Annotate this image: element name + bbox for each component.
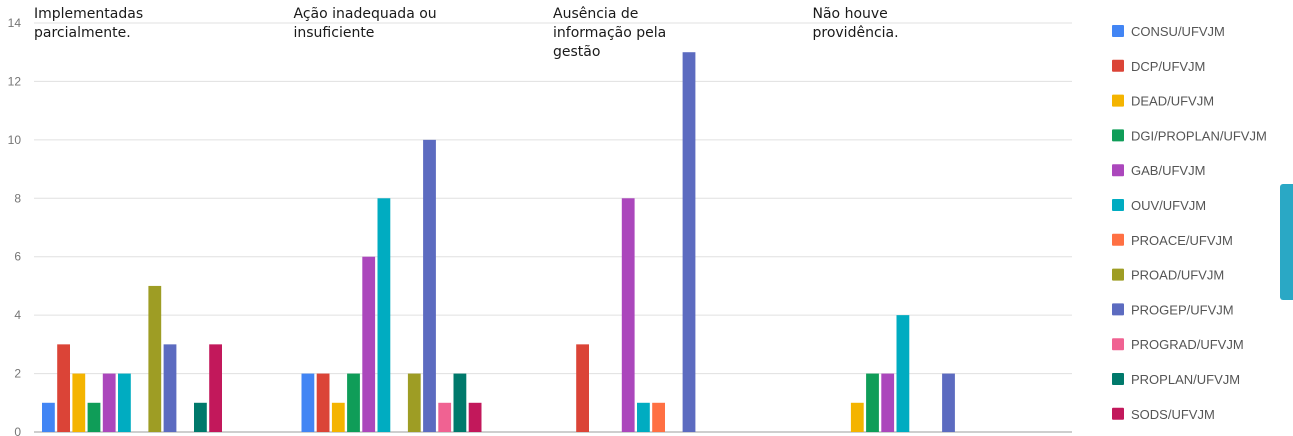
bar — [87, 402, 101, 432]
bar — [118, 373, 131, 432]
legend-label: PROAD/UFVJM — [1131, 268, 1224, 283]
bar — [347, 373, 360, 432]
legend-label: SODS/UFVJM — [1131, 407, 1215, 422]
bar — [362, 256, 376, 432]
bar — [407, 373, 421, 432]
legend-item[interactable]: OUV/UFVJM — [1112, 198, 1206, 213]
bar — [637, 402, 650, 432]
category-label: Ausência de informação pela gestão — [553, 6, 666, 60]
legend-item[interactable]: PROGEP/UFVJM — [1112, 302, 1234, 317]
bar — [423, 139, 436, 432]
legend-item[interactable]: DEAD/UFVJM — [1112, 94, 1214, 109]
bar — [42, 402, 55, 432]
bar — [453, 373, 467, 432]
bar — [102, 373, 116, 432]
y-axis-ticks: 0 2 4 6 8 10 12 14 — [8, 16, 22, 436]
bar — [194, 402, 207, 432]
legend-swatch — [1112, 373, 1124, 385]
legend-swatch — [1112, 233, 1124, 246]
legend-item[interactable]: PROGRAD/UFVJM — [1112, 337, 1244, 352]
bar — [377, 198, 391, 432]
y-tick-label: 0 — [14, 425, 21, 436]
bar — [331, 402, 345, 432]
legend-label: PROGEP/UFVJM — [1131, 302, 1234, 317]
bar — [652, 402, 665, 432]
legend-item[interactable]: PROAD/UFVJM — [1112, 268, 1224, 283]
legend-swatch — [1112, 164, 1124, 177]
legend-swatch — [1112, 94, 1124, 107]
legend-label: GAB/UFVJM — [1131, 163, 1205, 178]
y-tick-label: 4 — [14, 308, 21, 322]
legend-item[interactable]: SODS/UFVJM — [1112, 407, 1215, 422]
legend-swatch — [1112, 338, 1124, 351]
bar — [209, 344, 222, 432]
legend-label: DCP/UFVJM — [1131, 59, 1205, 74]
category-label: Não houve providência. — [813, 6, 899, 41]
legend-item[interactable]: DGI/PROPLAN/UFVJM — [1112, 128, 1267, 143]
legend-item[interactable]: GAB/UFVJM — [1112, 163, 1205, 178]
bar — [576, 344, 589, 432]
bar — [72, 373, 86, 432]
bar — [163, 344, 177, 432]
bar — [57, 344, 70, 432]
bar — [621, 198, 635, 432]
legend-label: CONSU/UFVJM — [1131, 24, 1225, 39]
bar — [301, 373, 315, 432]
bar — [468, 402, 482, 432]
legend-label: DGI/PROPLAN/UFVJM — [1131, 128, 1267, 143]
bar — [682, 52, 696, 432]
legend-swatch — [1112, 303, 1124, 316]
y-tick-label: 14 — [8, 16, 22, 30]
legend-label: PROPLAN/UFVJM — [1131, 372, 1240, 387]
legend-swatch — [1112, 25, 1124, 37]
bar — [866, 373, 879, 432]
legend-label: DEAD/UFVJM — [1131, 94, 1214, 109]
bar — [850, 402, 864, 432]
legend-label: OUV/UFVJM — [1131, 198, 1206, 213]
legend-item[interactable]: CONSU/UFVJM — [1112, 24, 1225, 39]
y-tick-label: 10 — [8, 133, 22, 147]
category-labels: Implementadas parcialmente. Ação inadequad… — [34, 6, 899, 60]
y-tick-label: 6 — [14, 250, 21, 264]
legend-swatch — [1112, 59, 1124, 72]
legend-swatch — [1112, 268, 1124, 281]
legend-swatch — [1112, 199, 1124, 211]
category-label: Implementadas parcialmente. — [34, 6, 143, 41]
bar — [148, 285, 162, 432]
side-panel-tab[interactable] — [1280, 184, 1293, 300]
legend-swatch — [1112, 407, 1124, 420]
legend-label: PROGRAD/UFVJM — [1131, 337, 1244, 352]
bars — [42, 52, 955, 432]
gridlines — [34, 22, 1072, 433]
bar — [316, 373, 330, 432]
legend: CONSU/UFVJM DCP/UFVJM DEAD/UFVJM DGI/PROPLA… — [1112, 24, 1267, 422]
legend-label: PROACE/UFVJM — [1131, 233, 1233, 248]
bar — [896, 315, 910, 432]
category-label: Ação inadequada ou insuficiente — [294, 6, 437, 41]
legend-item[interactable]: PROACE/UFVJM — [1112, 233, 1233, 248]
bar — [438, 402, 452, 432]
y-tick-label: 8 — [14, 191, 21, 205]
bar — [942, 373, 955, 432]
legend-swatch — [1112, 129, 1124, 142]
legend-item[interactable]: PROPLAN/UFVJM — [1112, 372, 1240, 387]
bar — [881, 373, 895, 432]
y-tick-label: 2 — [14, 367, 21, 381]
legend-item[interactable]: DCP/UFVJM — [1112, 59, 1205, 74]
y-tick-label: 12 — [8, 74, 22, 88]
